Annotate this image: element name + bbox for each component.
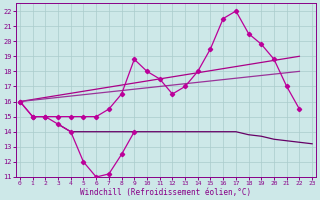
X-axis label: Windchill (Refroidissement éolien,°C): Windchill (Refroidissement éolien,°C) (80, 188, 252, 197)
